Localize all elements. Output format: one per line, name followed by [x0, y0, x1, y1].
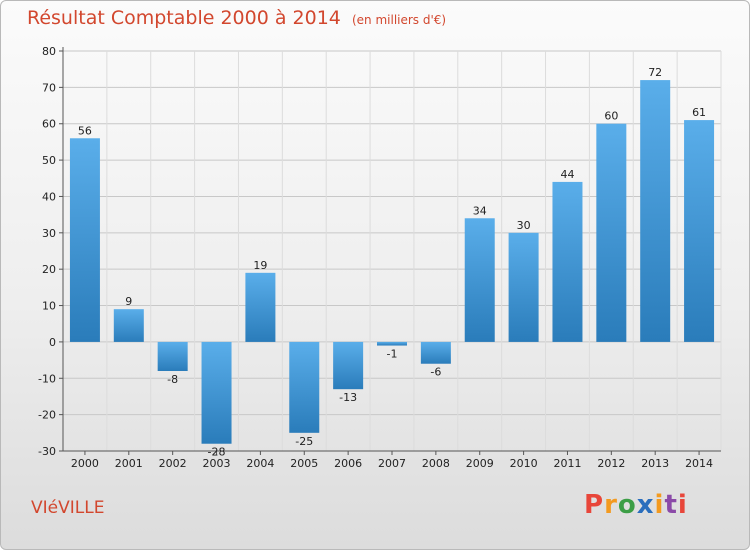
- logo-letter: r: [604, 490, 618, 520]
- bar-2004: [245, 272, 276, 342]
- data-label-2014: 61: [692, 106, 706, 119]
- x-tick-label: 2012: [597, 457, 625, 470]
- data-label-2009: 34: [473, 204, 487, 217]
- bar-2005: [289, 341, 320, 433]
- logo-letter: t: [664, 490, 678, 520]
- data-label-2008: -6: [430, 366, 441, 379]
- x-tick-label: 2008: [422, 457, 450, 470]
- data-label-2011: 44: [560, 168, 574, 181]
- x-tick-label: 2003: [203, 457, 231, 470]
- y-tick-label: -20: [38, 409, 56, 422]
- data-labels: 56 9 -8 -28 19 -25 -13 -1 -6 34 30 44 60 72 61: [78, 66, 706, 459]
- x-tick-label: 2001: [115, 457, 143, 470]
- logo-letter: o: [617, 490, 637, 520]
- x-tick-label: 2005: [290, 457, 318, 470]
- data-label-2005: -25: [295, 435, 313, 448]
- data-label-2002: -8: [167, 373, 178, 386]
- data-label-2001: 9: [125, 295, 132, 308]
- x-tick-label: 2007: [378, 457, 406, 470]
- x-tick-label: 2013: [641, 457, 669, 470]
- bar-2009: [464, 218, 495, 342]
- y-tick-label: 50: [42, 154, 56, 167]
- y-tick-label: 30: [42, 227, 56, 240]
- data-label-2004: 19: [253, 259, 267, 272]
- data-label-2007: -1: [387, 348, 398, 361]
- x-tick-label: 2009: [466, 457, 494, 470]
- bar-2013: [640, 80, 671, 342]
- data-label-2010: 30: [517, 219, 531, 232]
- y-tick-label: 80: [42, 45, 56, 58]
- bar-2012: [596, 123, 627, 342]
- bar-2014: [684, 120, 715, 342]
- chart-unit: (en milliers d'€): [351, 13, 447, 27]
- x-tick-label: 2000: [71, 457, 99, 470]
- bar-2011: [552, 181, 583, 342]
- logo-letter: i: [677, 490, 688, 520]
- y-tick-label: 70: [42, 81, 56, 94]
- bar-2010: [508, 232, 539, 342]
- bar-2000: [69, 138, 100, 342]
- x-tick-label: 2014: [685, 457, 713, 470]
- x-tick-label: 2010: [510, 457, 538, 470]
- y-tick-label: -30: [38, 445, 56, 458]
- y-tick-label: 40: [42, 190, 56, 203]
- y-tick-label: 20: [42, 263, 56, 276]
- logo-letter: i: [654, 490, 665, 520]
- data-label-2000: 56: [78, 124, 92, 137]
- x-tick-label: 2006: [334, 457, 362, 470]
- data-label-2003: -28: [208, 446, 226, 459]
- logo-letter: x: [636, 490, 655, 520]
- bar-2006: [333, 341, 364, 390]
- logo-letter: P: [584, 490, 605, 520]
- bar-2003: [201, 341, 232, 444]
- bar-2001: [113, 309, 144, 342]
- y-tick-label: 10: [42, 300, 56, 313]
- y-tick-label: 0: [49, 336, 56, 349]
- bars: [69, 80, 715, 444]
- data-label-2013: 72: [648, 66, 662, 79]
- data-label-2006: -13: [339, 391, 357, 404]
- x-tick-label: 2004: [246, 457, 274, 470]
- chart-title-text: Résultat Comptable 2000 à 2014: [27, 7, 341, 29]
- data-label-2012: 60: [604, 110, 618, 123]
- proxiti-logo[interactable]: Proxiti: [584, 490, 688, 520]
- x-tick-label: 2002: [159, 457, 187, 470]
- x-tick-label: 2011: [553, 457, 581, 470]
- chart-title: Résultat Comptable 2000 à 2014 (en milli…: [27, 7, 446, 29]
- axes: -30 -20 -10 0 10 20 30 40 50 60 70 80 2000 2001 2002 20…: [38, 45, 721, 470]
- bar-2008: [420, 341, 451, 364]
- y-tick-label: -10: [38, 372, 56, 385]
- bar-2002: [157, 341, 188, 371]
- y-tick-label: 60: [42, 118, 56, 131]
- commune-name: VIéVILLE: [31, 498, 105, 518]
- bar-2007: [377, 341, 407, 346]
